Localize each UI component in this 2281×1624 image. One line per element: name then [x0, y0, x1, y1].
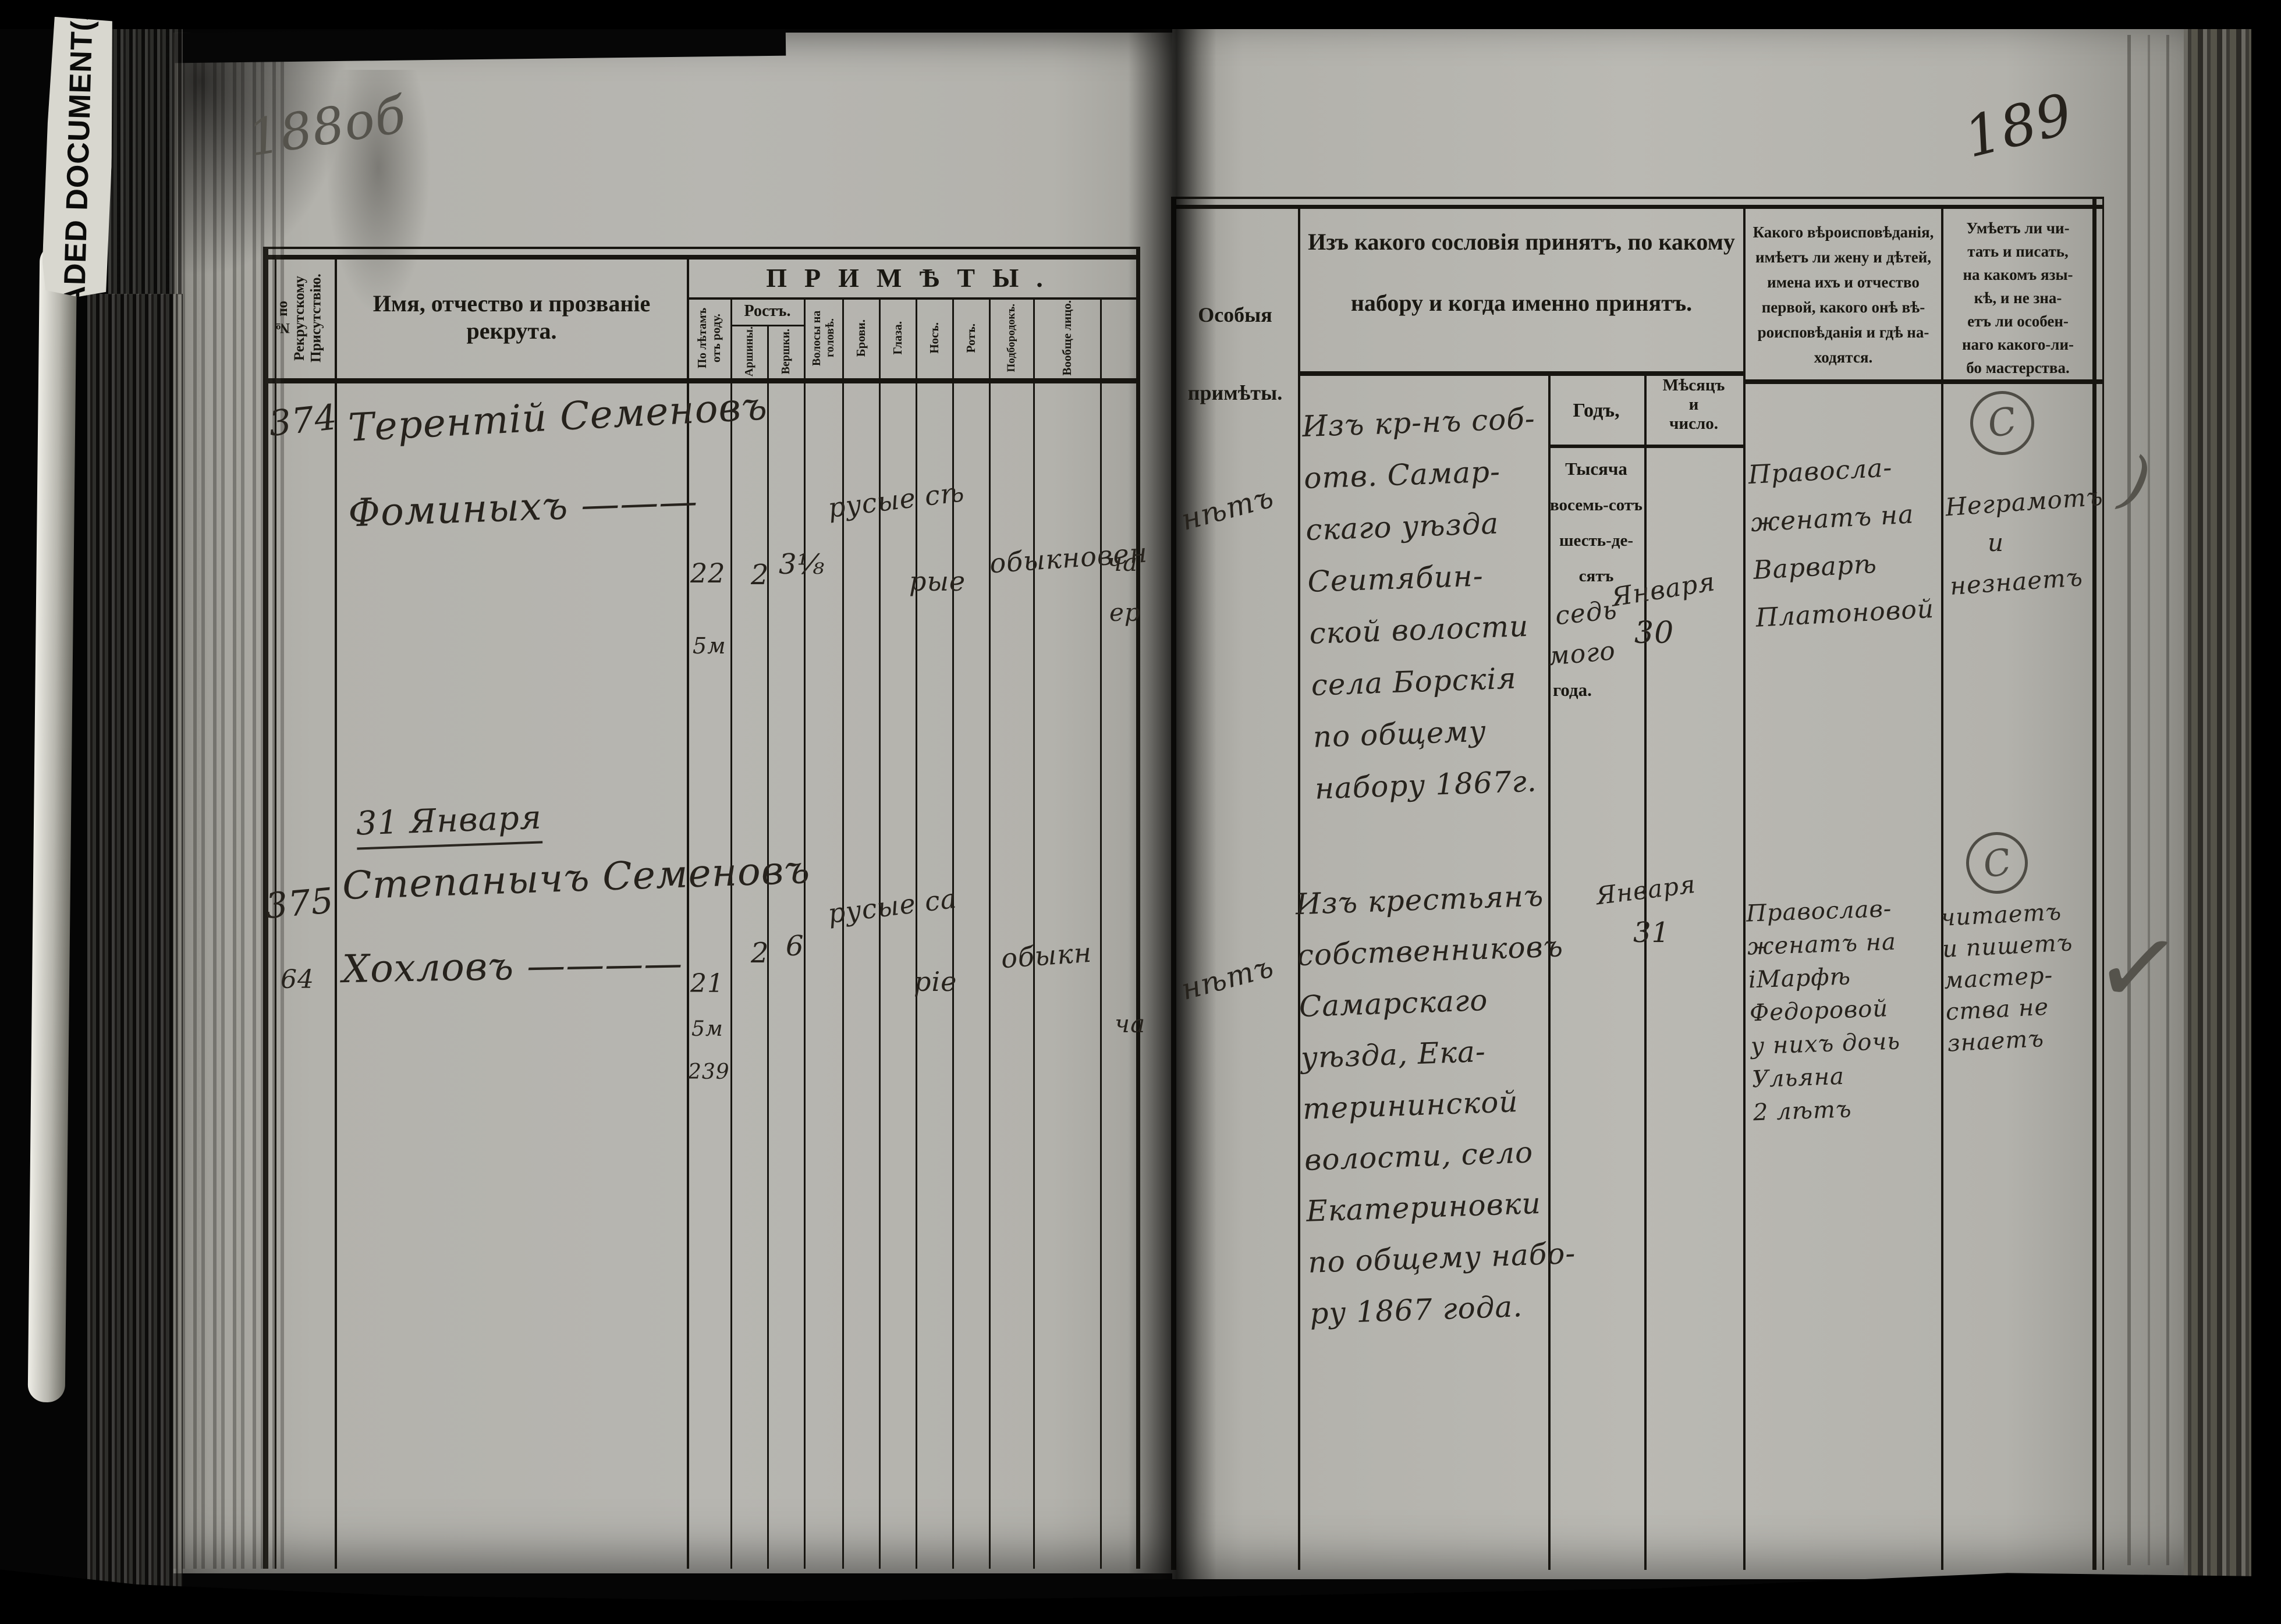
recruit-number-extra: 64 — [281, 965, 314, 994]
eyes-note: рые — [909, 566, 966, 597]
col-header-brows: Брови. — [854, 319, 868, 357]
age-note: 5м — [693, 633, 726, 659]
col-header-vershki: Вершки. — [779, 328, 792, 375]
col-header-number: № по Рекрутскому Присутствію. — [274, 273, 324, 363]
page-right-recto — [1172, 27, 2188, 1579]
year-column-printed: Тысяча восемь-сотъ шесть-де- сятъ — [1550, 459, 1643, 585]
literacy-note: читаетъ и пишетъ мастер-ства не знаетъ — [1940, 898, 2074, 1057]
faith-note: Православ-женатъ на iМарфѣ Федоровой у ни… — [1746, 895, 1901, 1127]
face-note: ча — [1115, 1010, 1146, 1038]
year-column-printed-end: года. — [1553, 680, 1592, 700]
age-value: 21 — [690, 969, 724, 998]
col-header-year: Годъ, — [1573, 400, 1620, 421]
year-hand-note: мого — [1546, 636, 1617, 671]
col-header-rost: Ростъ. — [744, 302, 791, 320]
face-note: ер — [1109, 598, 1141, 627]
eyes-note: ріе — [914, 966, 957, 997]
col-header-nose: Носъ. — [927, 322, 942, 354]
nose-note: обыкн — [1000, 936, 1093, 975]
age-note: 5м — [691, 1017, 723, 1041]
arshins-value: 2 — [751, 559, 769, 591]
col-header-special: Особыя примѣты. — [1187, 303, 1283, 404]
col-header-age: По лѣтамъ отъ роду. — [695, 307, 723, 369]
estate-note: Изъ крестьянъ собственниковъ Самарскаго уѣ… — [1294, 879, 1577, 1331]
col-header-mouth: Ротъ. — [964, 323, 978, 353]
faded-document-label-text: FADED DOCUMENT(S) — [56, 0, 101, 326]
faith-note: Правосла-женатъ на Варварѣ Платоновой — [1747, 453, 1935, 633]
recruit-name-line: Хохловъ ———— — [342, 940, 683, 992]
estate-note: Изъ кр-нъ соб-отв. Самар- скаго уѣзда Сеи… — [1301, 401, 1538, 806]
col-header-chin: Подбородокъ. — [1005, 304, 1018, 372]
page-fore-edge-sliver — [27, 244, 77, 1403]
section-date-note: 31 Января — [355, 798, 543, 850]
scan-black-top — [0, 0, 2281, 29]
book-edge-streaks-top — [108, 21, 183, 294]
margin-pencil-check: ✓ — [2087, 902, 2190, 1035]
literacy-note: и — [1988, 528, 2005, 557]
col-header-name: Имя, отчество и прозваніе рекрута. — [373, 290, 651, 344]
col-header-month: Мѣсяцъ и число. — [1662, 376, 1725, 433]
col-header-eyes: Глаза. — [891, 321, 905, 355]
vershoks-value: 6 — [786, 930, 804, 962]
col-header-literacy: Умѣетъ ли чи- тать и писать, на какомъ я… — [1961, 219, 2074, 376]
page-left-verso — [173, 33, 1172, 1573]
arshins-value: 2 — [751, 937, 769, 969]
day-note: 30 — [1634, 616, 1675, 651]
col-header-faith: Какого вѣроисповѣданія, имѣетъ ли жену и… — [1753, 223, 1934, 366]
col-header-arshiny: Аршины. — [742, 326, 755, 377]
col-header-hair: Волосы на головѣ. — [810, 310, 836, 366]
col-header-primety: ПРИМѢТЫ. — [766, 262, 1060, 293]
scan-black-bottom-2 — [0, 1604, 2281, 1624]
col-header-face: Вообще лицо. — [1059, 300, 1074, 376]
vershoks-value: 3⅛ — [779, 548, 825, 581]
book-edge-streaks-right — [2184, 23, 2259, 1594]
recruit-number: 374 — [267, 397, 339, 445]
face-note: ча — [1107, 548, 1138, 577]
age-note: 239 — [688, 1060, 730, 1084]
book-edge-streaks — [87, 294, 183, 1591]
day-note: 31 — [1633, 916, 1670, 949]
col-header-estate: Изъ какого сословія принятъ, по какому н… — [1308, 229, 1735, 316]
faded-document-label: FADED DOCUMENT(S) — [41, 17, 115, 298]
scan-black-right — [2251, 0, 2281, 1624]
recruit-number: 375 — [264, 880, 336, 927]
age-value: 22 — [690, 557, 726, 589]
